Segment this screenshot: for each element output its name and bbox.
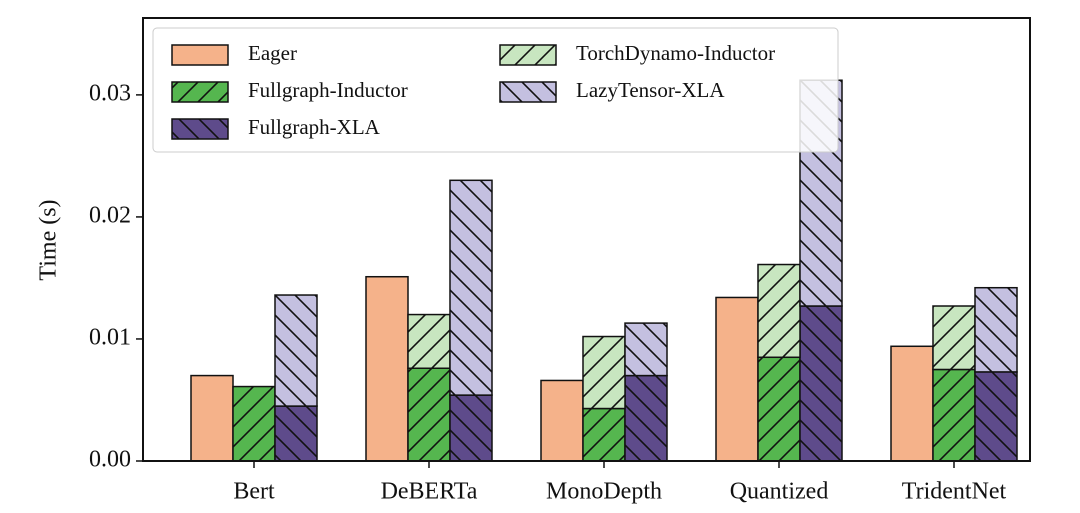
bar: [540, 379, 584, 462]
legend-label: Fullgraph-Inductor: [248, 78, 408, 102]
bar: [190, 374, 234, 462]
bar: [365, 275, 409, 462]
y-tick-label: 0.03: [89, 80, 131, 106]
y-axis-label: Time (s): [36, 199, 62, 280]
legend-label: Eager: [248, 41, 297, 65]
bar-hatch: [758, 264, 800, 358]
bar-hatch: [233, 386, 275, 461]
x-tick-label: DeBERTa: [381, 479, 478, 505]
x-tick-label: MonoDepth: [546, 479, 662, 505]
bar-hatch: [625, 323, 667, 376]
y-tick-label: 0.02: [89, 202, 131, 228]
bar-hatch: [275, 295, 317, 407]
bar-hatch: [933, 369, 975, 461]
bar-hatch: [975, 371, 1017, 461]
legend-swatch-hatch: [172, 119, 228, 139]
plot-frame: [142, 17, 1031, 462]
bar-hatch: [408, 314, 450, 369]
bar-hatch: [408, 368, 450, 461]
legend-swatch: [171, 44, 229, 66]
bar-hatch: [450, 395, 492, 461]
legend-swatch-hatch: [172, 82, 228, 102]
bar-hatch: [583, 336, 625, 409]
bar-hatch: [975, 287, 1017, 372]
bar-hatch: [933, 306, 975, 370]
bar-hatch: [275, 406, 317, 461]
y-tick-label: 0.00: [89, 447, 131, 473]
bar: [890, 345, 934, 462]
legend-frame: [152, 27, 839, 153]
bar-hatch: [625, 375, 667, 461]
bar-hatch: [583, 408, 625, 461]
legend-swatch-hatch: [500, 45, 556, 65]
x-tick-label: Quantized: [730, 479, 829, 505]
legend-swatch-hatch: [500, 82, 556, 102]
bar-hatch: [758, 357, 800, 461]
legend-label: TorchDynamo-Inductor: [576, 41, 775, 65]
bar-hatch: [450, 180, 492, 396]
bar-hatch: [800, 306, 842, 461]
legend-label: LazyTensor-XLA: [576, 78, 725, 102]
x-tick-label: Bert: [233, 479, 275, 505]
x-tick-label: TridentNet: [902, 479, 1007, 505]
bar: [715, 296, 759, 462]
y-tick-label: 0.01: [89, 324, 131, 350]
legend-label: Fullgraph-XLA: [248, 115, 381, 139]
